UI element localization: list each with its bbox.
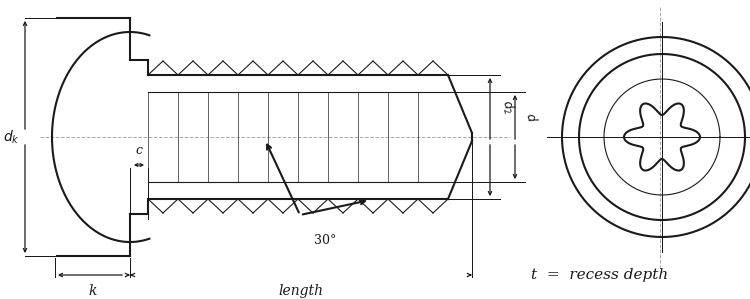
Text: $d$: $d$ <box>523 110 539 123</box>
Text: c: c <box>136 144 142 158</box>
Text: t  =  recess depth: t = recess depth <box>531 268 669 282</box>
Text: length: length <box>278 284 323 298</box>
Text: $d_2$: $d_2$ <box>498 98 517 116</box>
Text: 30°: 30° <box>314 234 336 246</box>
Text: k: k <box>88 284 97 298</box>
Text: $d_k$: $d_k$ <box>2 128 20 146</box>
